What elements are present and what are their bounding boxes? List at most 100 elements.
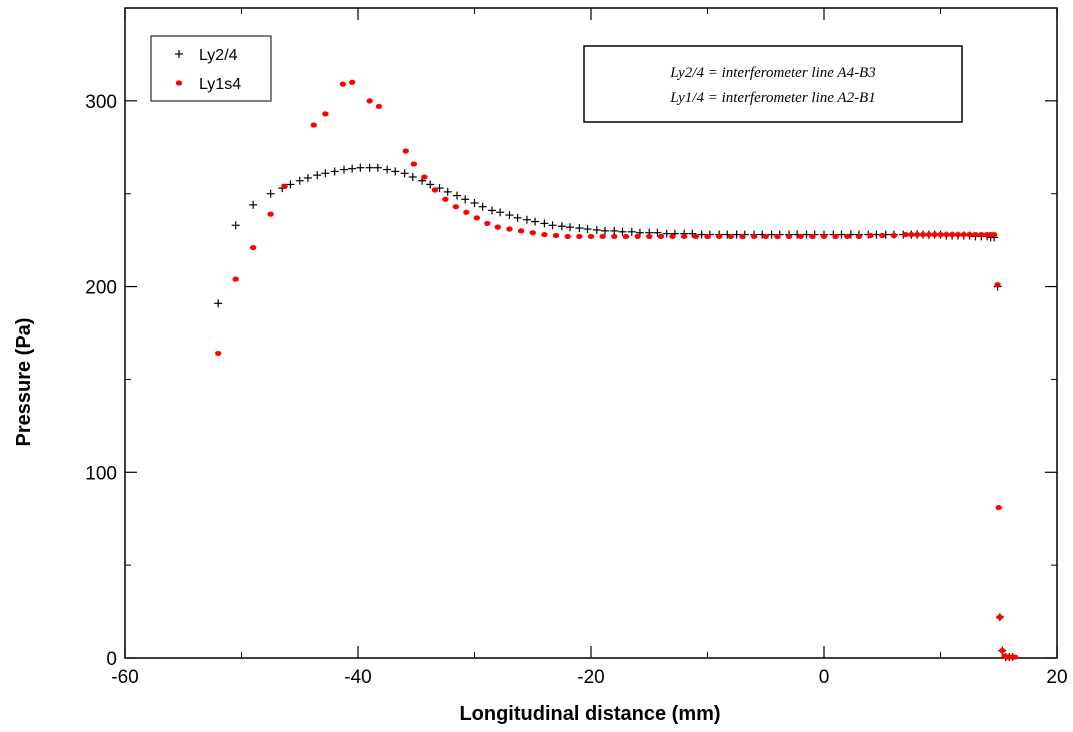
data-point [496, 208, 505, 217]
data-point [890, 232, 898, 239]
data-point [313, 171, 322, 180]
data-point [249, 244, 257, 251]
data-point [442, 196, 449, 202]
data-point [995, 504, 1002, 511]
axis-ticks [124, 8, 1058, 659]
x-tick-label: -20 [577, 667, 604, 688]
data-point [310, 122, 317, 128]
data-point [506, 226, 513, 232]
data-point [688, 229, 697, 238]
data-point [484, 220, 491, 227]
data-point [902, 231, 909, 238]
data-point [937, 231, 944, 238]
annotation-box: Ly2/4 = interferometer line A4-B3 Ly1/4 … [583, 45, 963, 123]
data-point [453, 191, 462, 200]
data-point [739, 233, 746, 240]
data-point [999, 647, 1006, 654]
data-point [943, 231, 950, 238]
data-point [622, 233, 630, 240]
x-tick-label: -40 [344, 667, 371, 688]
data-point [750, 233, 758, 240]
data-point [785, 233, 793, 240]
data-point [421, 174, 428, 180]
data-point [715, 233, 723, 240]
data-point [990, 231, 998, 238]
data-point [400, 169, 409, 178]
legend-marker-ly1s4 [175, 80, 183, 86]
data-point [303, 173, 312, 182]
data-point [774, 233, 781, 240]
data-point [470, 199, 479, 207]
data-point [592, 225, 601, 234]
data-point [463, 209, 470, 215]
data-point [431, 187, 439, 193]
data-point [408, 173, 417, 181]
legend: Ly2/4 Ly1s4 [150, 35, 272, 102]
data-point [531, 217, 540, 226]
data-point [600, 226, 609, 235]
data-point [820, 233, 828, 240]
data-point [610, 226, 619, 235]
y-tick-label: 200 [85, 278, 117, 299]
data-point [232, 276, 239, 282]
legend-label-ly1s4: Ly1s4 [199, 76, 241, 93]
data-point [587, 233, 595, 240]
data-point [732, 230, 741, 239]
legend-label-ly2-4: Ly2/4 [199, 47, 238, 64]
data-point [402, 148, 409, 154]
data-point [996, 614, 1004, 620]
data-point [767, 230, 776, 239]
x-axis-title: Longitudinal distance (mm) [459, 703, 720, 725]
data-point [541, 231, 548, 238]
data-point [473, 215, 481, 221]
data-point [797, 233, 804, 240]
data-point [994, 282, 1001, 288]
data-point [295, 176, 304, 185]
data-point [908, 231, 915, 238]
data-point [919, 231, 927, 238]
data-point [281, 183, 288, 189]
data-point [373, 163, 382, 172]
data-point [872, 230, 881, 239]
data-point [513, 213, 522, 222]
data-point [461, 195, 470, 204]
data-point [855, 233, 863, 240]
data-point [249, 200, 258, 209]
data-point [375, 103, 383, 110]
legend-box [150, 35, 272, 102]
x-tick-label: 0 [819, 667, 830, 688]
data-point [1011, 654, 1019, 660]
data-point [627, 227, 636, 236]
data-point [681, 233, 688, 240]
data-point [564, 233, 571, 240]
data-point [321, 169, 330, 178]
data-point [948, 231, 956, 238]
data-point [487, 206, 496, 215]
data-point [662, 229, 671, 238]
data-point [653, 228, 662, 237]
data-point [286, 180, 295, 189]
x-tick-label: -60 [111, 667, 138, 688]
data-point [365, 163, 374, 172]
data-point [215, 350, 222, 357]
annotation-line-1: Ly2/4 = interferometer line A4-B3 [669, 65, 875, 81]
data-point [426, 180, 435, 189]
annotation-frame [583, 45, 963, 123]
data-point [618, 227, 627, 236]
data-point [867, 232, 874, 239]
data-point [557, 222, 566, 231]
data-point [727, 233, 734, 240]
data-point [552, 232, 560, 239]
data-point [704, 233, 711, 240]
series-1 [215, 79, 1019, 660]
data-point [960, 231, 967, 238]
data-point [266, 189, 275, 198]
data-point [356, 163, 365, 172]
data-point [802, 230, 811, 239]
data-point [522, 215, 531, 224]
data-point [267, 211, 274, 217]
data-point [809, 233, 816, 240]
data-point [914, 231, 921, 238]
data-point [339, 81, 347, 87]
